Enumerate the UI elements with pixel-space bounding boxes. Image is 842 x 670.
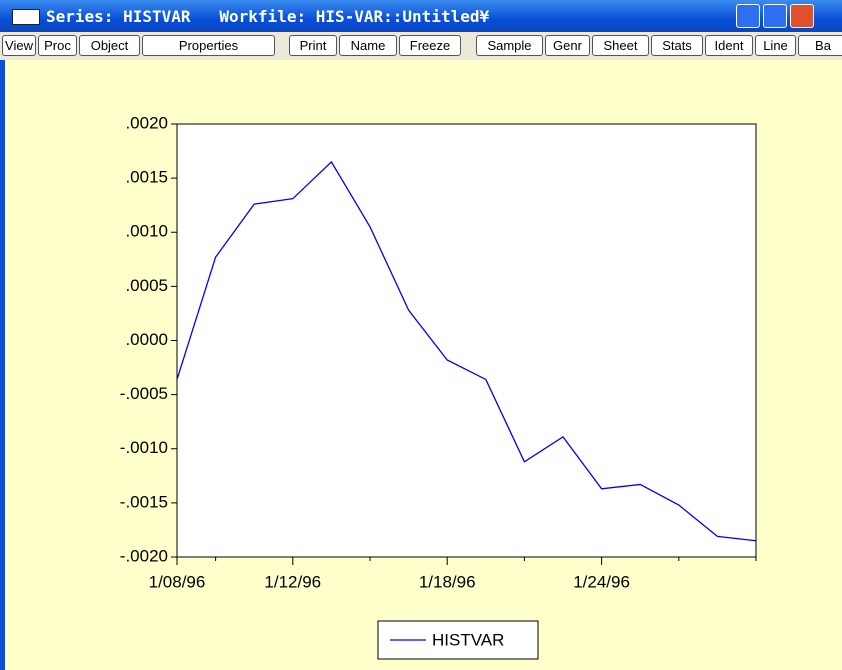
x-tick-label: 1/24/96	[573, 572, 630, 591]
toolbar-button[interactable]: Sheet	[592, 35, 649, 56]
y-tick-label: .0005	[125, 276, 168, 295]
toolbar-button[interactable]: Print	[289, 35, 337, 56]
maximize-button[interactable]	[763, 4, 787, 28]
toolbar-button[interactable]: Properties	[142, 35, 275, 56]
y-tick-label: -.0010	[120, 438, 168, 457]
y-tick-label: -.0005	[120, 384, 168, 403]
close-button[interactable]	[790, 4, 814, 28]
toolbar-button[interactable]: Ba	[798, 35, 842, 56]
y-tick-label: .0020	[125, 113, 168, 132]
window-title: Series: HISTVAR Workfile: HIS-VAR::Untit…	[46, 7, 490, 26]
toolbar-button[interactable]: Freeze	[399, 35, 461, 56]
toolbar-button[interactable]: Stats	[651, 35, 703, 56]
toolbar-button[interactable]: Line	[755, 35, 796, 56]
toolbar-button[interactable]: Sample	[476, 35, 543, 56]
toolbar-button[interactable]: Name	[339, 35, 397, 56]
window-icon	[12, 9, 40, 25]
legend-label: HISTVAR	[432, 630, 504, 649]
toolbar-button[interactable]: Genr	[545, 35, 590, 56]
minimize-button[interactable]	[736, 4, 760, 28]
y-tick-label: -.0015	[120, 492, 168, 511]
y-tick-label: .0015	[125, 168, 168, 187]
plot-area	[176, 123, 757, 558]
toolbar-button[interactable]: Ident	[705, 35, 753, 56]
x-tick-label: 1/08/96	[149, 572, 206, 591]
y-tick-label: -.0020	[120, 546, 168, 565]
y-tick-label: .0010	[125, 222, 168, 241]
toolbar-button[interactable]: Proc	[38, 35, 77, 56]
series-line	[176, 160, 757, 542]
toolbar-button[interactable]: Object	[79, 35, 140, 56]
title-bar: Series: HISTVAR Workfile: HIS-VAR::Untit…	[0, 0, 842, 32]
y-tick-label: .0000	[125, 330, 168, 349]
x-tick-label: 1/12/96	[264, 572, 321, 591]
toolbar-button[interactable]: View	[2, 35, 36, 56]
x-tick-label: 1/18/96	[419, 572, 476, 591]
toolbar: View Proc Object Properties Print Name Freeze S…	[0, 32, 842, 60]
